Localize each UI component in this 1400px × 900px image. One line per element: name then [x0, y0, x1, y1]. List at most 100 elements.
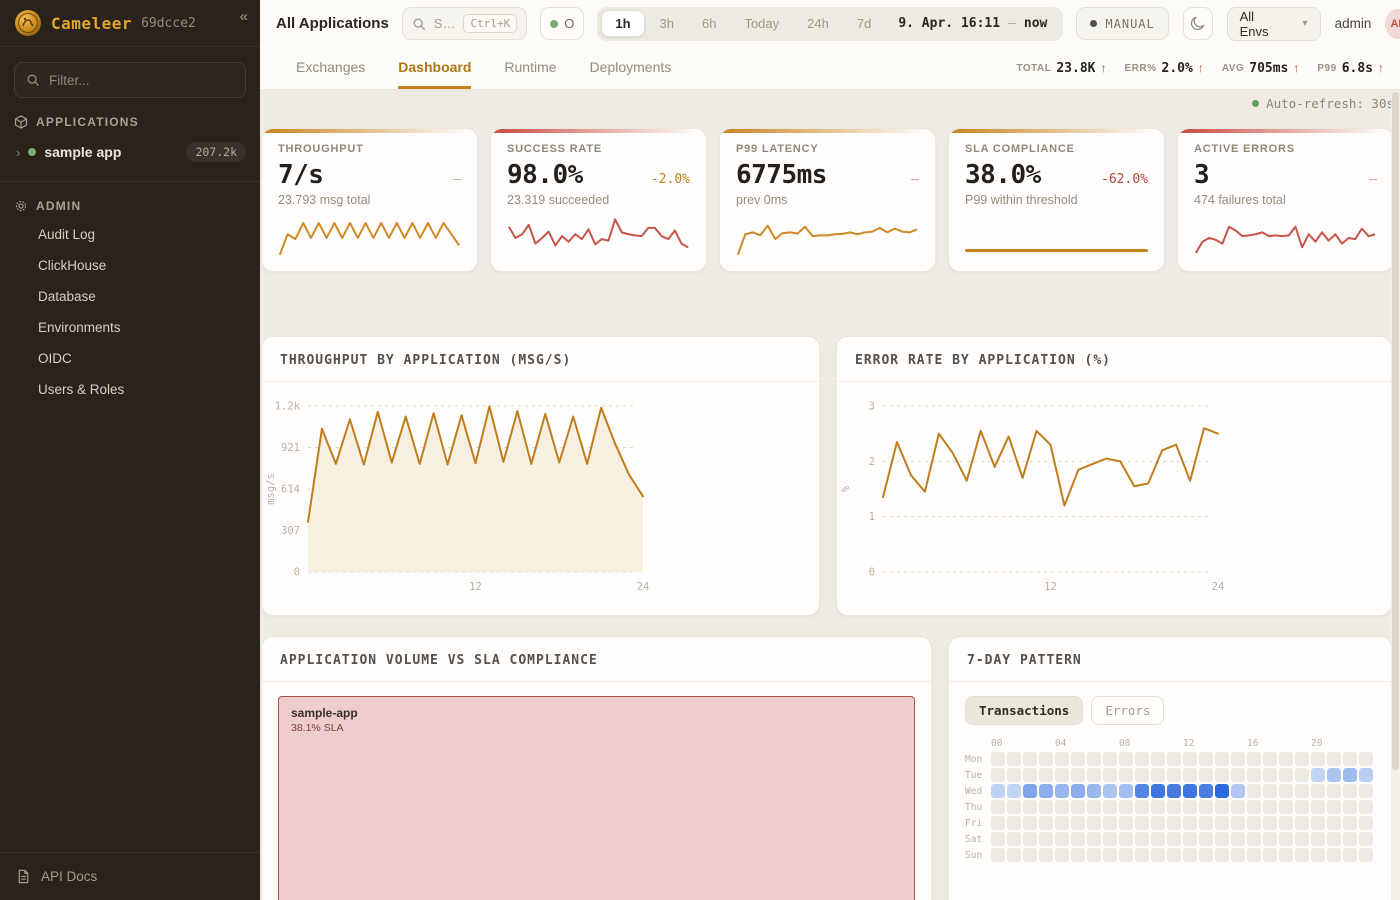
moon-icon	[1191, 16, 1205, 31]
tab-exchanges[interactable]: Exchanges	[296, 58, 366, 75]
sidebar-item-users-roles[interactable]: Users & Roles	[38, 382, 125, 397]
heatmap-cell	[991, 768, 1005, 782]
heatmap-cell	[1199, 816, 1213, 830]
sidebar-item-environments[interactable]: Environments	[38, 320, 121, 335]
svg-text:1.2k: 1.2k	[275, 401, 301, 413]
dark-mode-toggle[interactable]	[1182, 7, 1213, 40]
heatmap-cell	[1263, 784, 1277, 798]
kpi-card-success-rate[interactable]: SUCCESS RATE 98.0% -2.0% 23.319 succeeded	[490, 128, 707, 272]
heatmap-cell	[1247, 800, 1261, 814]
tab-runtime[interactable]: Runtime	[504, 58, 557, 75]
heatmap-row-thu: Thu	[965, 800, 1375, 814]
sidebar-item-sample-app[interactable]: › sample app 207.2k	[8, 136, 254, 168]
connection-status-pill[interactable]: O	[540, 7, 585, 40]
sidebar-item-oidc[interactable]: OIDC	[38, 351, 72, 366]
heatmap-cell	[1359, 816, 1373, 830]
heatmap-cell	[1279, 848, 1293, 862]
heatmap-cell	[1327, 848, 1341, 862]
kpi-card-active-errors[interactable]: ACTIVE ERRORS 3 – 474 failures total	[1177, 128, 1394, 272]
heatmap-cell	[1167, 816, 1181, 830]
heatmap-cell	[1087, 848, 1101, 862]
panel-title: THROUGHPUT BY APPLICATION (MSG/S)	[280, 353, 572, 368]
heatmap-mode-errors[interactable]: Errors	[1091, 696, 1165, 725]
svg-text:614: 614	[281, 484, 300, 496]
seven-day-pattern-panel: 7-DAY PATTERN Transactions Errors 00 04 08 1…	[948, 636, 1392, 900]
svg-text:0: 0	[869, 567, 875, 579]
sidebar-collapse-icon[interactable]: «	[239, 8, 248, 25]
svg-text:307: 307	[281, 525, 300, 537]
heatmap-cell	[1343, 848, 1357, 862]
avatar[interactable]: AD	[1385, 8, 1400, 39]
kpi-sparkline	[278, 213, 461, 257]
heatmap-cell	[1007, 768, 1021, 782]
heatmap-cell	[1215, 784, 1229, 798]
heatmap-cell	[1311, 752, 1325, 766]
kpi-card-p99-latency[interactable]: P99 LATENCY 6775ms – prev 0ms	[719, 128, 936, 272]
build-version: 69dcce2	[141, 15, 196, 31]
kpi-delta: -2.0%	[650, 172, 690, 187]
heatmap-cell	[1247, 752, 1261, 766]
time-range-6h[interactable]: 6h	[701, 16, 717, 31]
throughput-line-chart[interactable]: 0 307 614 921 1.2k 12 24 msg/s	[262, 392, 802, 610]
search-icon	[413, 17, 425, 30]
treemap-node-sample-app[interactable]: sample-app 38.1% SLA	[278, 696, 915, 900]
global-search-input[interactable]: S… Ctrl+K	[401, 7, 528, 40]
tab-deployments[interactable]: Deployments	[589, 58, 672, 75]
heatmap-cell	[1247, 832, 1261, 846]
time-range-1h[interactable]: 1h	[601, 10, 645, 37]
time-range-today[interactable]: Today	[744, 16, 780, 31]
heatmap-cell	[1135, 848, 1149, 862]
kpi-card-throughput[interactable]: THROUGHPUT 7/s – 23.793 msg total	[261, 128, 478, 272]
scrollbar-track[interactable]	[1391, 90, 1400, 900]
sidebar-item-api-docs[interactable]: API Docs	[0, 852, 260, 900]
time-range-7d[interactable]: 7d	[856, 16, 872, 31]
heatmap-cell	[1151, 800, 1165, 814]
heatmap-cell	[1039, 832, 1053, 846]
heatmap-cell	[1295, 752, 1309, 766]
scrollbar-thumb[interactable]	[1392, 92, 1399, 770]
sidebar-item-database[interactable]: Database	[38, 289, 96, 304]
kpi-card-sla-compliance[interactable]: SLA COMPLIANCE 38.0% -62.0% P99 within thre…	[948, 128, 1165, 272]
heatmap-cell	[1263, 816, 1277, 830]
sidebar-item-clickhouse[interactable]: ClickHouse	[38, 258, 107, 273]
heatmap-mode-transactions[interactable]: Transactions	[965, 696, 1084, 725]
heatmap-cell	[1343, 832, 1357, 846]
sidebar-divider	[0, 181, 260, 182]
time-range-24h[interactable]: 24h	[807, 16, 829, 31]
range-end: now	[1023, 16, 1048, 31]
stat-err: ERR% 2.0% ↑	[1124, 60, 1204, 76]
time-range-display[interactable]: 9. Apr. 16:11 – now	[886, 16, 1059, 31]
kpi-label: P99 LATENCY	[736, 143, 819, 155]
panel-header: 7-DAY PATTERN	[949, 637, 1391, 682]
chevron-right-icon[interactable]: ›	[16, 144, 21, 160]
tab-dashboard[interactable]: Dashboard	[398, 47, 472, 89]
heatmap-row-wed: Wed	[965, 784, 1375, 798]
kpi-sparkline	[1194, 213, 1377, 257]
time-range-3h[interactable]: 3h	[659, 16, 674, 31]
heatmap-cell	[1327, 784, 1341, 798]
heatmap-cell	[991, 752, 1005, 766]
heatmap-cell	[1039, 848, 1053, 862]
heatmap-cell	[1039, 752, 1053, 766]
manual-refresh-button[interactable]: MANUAL	[1076, 7, 1169, 40]
sidebar-item-audit-log[interactable]: Audit Log	[38, 227, 96, 242]
heatmap-cell	[1327, 816, 1341, 830]
environment-select[interactable]: All Envs ▾	[1226, 6, 1321, 41]
search-icon	[27, 74, 39, 86]
heatmap-cell	[1295, 768, 1309, 782]
trend-arrow-icon: ↑	[1293, 61, 1300, 75]
heatmap-row-sun: Sun	[965, 848, 1375, 862]
auto-refresh-label: Auto-refresh: 30s	[1266, 95, 1394, 111]
filter-placeholder: Filter...	[49, 72, 90, 88]
heatmap-cell	[1007, 752, 1021, 766]
heatmap-cell	[1087, 832, 1101, 846]
heatmap-cell	[1199, 784, 1213, 798]
heatmap-cell	[1231, 816, 1245, 830]
svg-text:921: 921	[281, 442, 300, 454]
sidebar-filter-input[interactable]: Filter...	[14, 62, 246, 98]
heatmap-cell	[1343, 816, 1357, 830]
heatmap-cell	[1167, 832, 1181, 846]
heatmap-cell	[1039, 784, 1053, 798]
heatmap-cell	[1311, 816, 1325, 830]
